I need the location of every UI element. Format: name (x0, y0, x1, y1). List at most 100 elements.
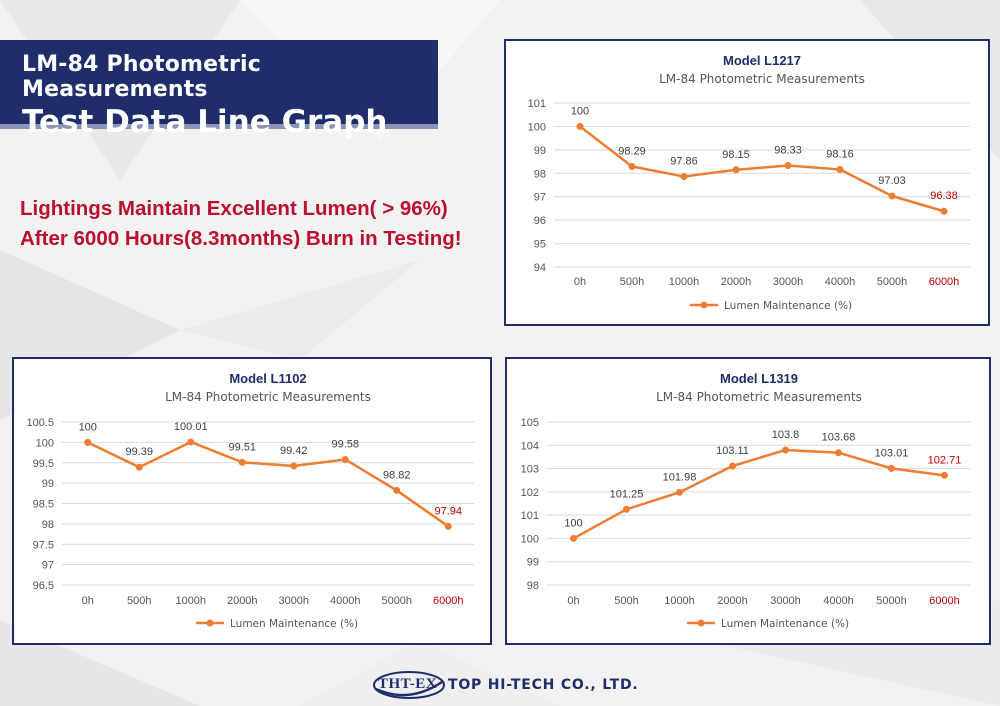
title-line-2: Test Data Line Graph (22, 104, 388, 140)
x-tick-label: 4000h (823, 595, 854, 607)
data-point (784, 162, 792, 170)
y-tick-label: 100 (521, 533, 539, 545)
data-point (940, 207, 948, 215)
company-name: TOP HI-TECH CO., LTD. (448, 677, 639, 693)
headline-line-2: After 6000 Hours(8.3months) Burn in Test… (20, 227, 462, 250)
data-point (888, 464, 895, 472)
data-point (628, 162, 636, 170)
chart-title: Model L1102 (229, 371, 306, 386)
data-label: 101.25 (610, 488, 644, 500)
x-tick-label: 4000h (330, 595, 361, 607)
y-tick-label: 96 (534, 215, 546, 227)
y-tick-label: 103 (521, 464, 539, 476)
x-tick-label: 500h (127, 595, 151, 607)
data-label: 99.39 (125, 446, 153, 458)
legend-marker (206, 619, 214, 627)
data-label: 99.42 (280, 445, 308, 457)
data-point (84, 438, 92, 446)
y-tick-label: 97 (534, 192, 546, 204)
series-line (572, 448, 945, 540)
x-tick-label: 5000h (876, 595, 907, 607)
chart-l1217: Model L1217 LM-84 Photometric Measurement… (528, 53, 970, 312)
y-tick-label: 98 (527, 580, 539, 592)
data-label: 96.38 (930, 190, 958, 202)
chart-title: Model L1217 (723, 53, 801, 68)
data-label: 97.86 (670, 156, 698, 168)
x-tick-label: 2000h (227, 595, 258, 607)
x-tick-label: 6000h (929, 595, 960, 607)
data-label: 98.33 (774, 145, 802, 157)
y-tick-label: 99 (42, 478, 54, 490)
y-tick-label: 95 (534, 239, 546, 251)
y-tick-label: 94 (534, 262, 546, 274)
data-label: 98.15 (722, 149, 750, 161)
chart-panel-l1217: Model L1217 LM-84 Photometric Measurement… (504, 39, 990, 326)
legend-marker (697, 619, 705, 627)
y-tick-label: 98.5 (33, 499, 54, 511)
data-label: 98.29 (618, 145, 646, 157)
y-tick-label: 99.5 (33, 458, 54, 470)
chart-panel-l1102: Model L1102 LM-84 Photometric Measurement… (12, 357, 492, 645)
y-tick-label: 102 (521, 487, 539, 499)
data-point (680, 173, 688, 181)
data-point (570, 534, 577, 542)
y-tick-label: 97.5 (33, 539, 54, 551)
data-label: 100.01 (174, 421, 208, 433)
data-label: 97.94 (434, 505, 462, 517)
x-tick-label: 500h (614, 595, 638, 607)
y-tick-label: 104 (521, 440, 539, 452)
x-tick-label: 6000h (929, 276, 960, 288)
x-tick-label: 6000h (433, 595, 464, 607)
data-label: 99.51 (228, 441, 256, 453)
chart-subtitle: LM-84 Photometric Measurements (659, 72, 865, 86)
y-tick-label: 99 (534, 145, 546, 157)
chart-subtitle: LM-84 Photometric Measurements (165, 390, 371, 404)
data-point (135, 463, 143, 471)
data-label: 98.16 (826, 149, 854, 161)
x-tick-label: 1000h (664, 595, 695, 607)
data-label: 98.82 (383, 469, 411, 481)
data-point (444, 522, 452, 530)
series-line (87, 440, 449, 528)
data-label: 103.68 (822, 432, 856, 444)
company-logo: THT-EX (372, 670, 446, 700)
data-point (836, 166, 844, 174)
x-tick-label: 4000h (825, 276, 856, 288)
legend-label: Lumen Maintenance (%) (230, 618, 358, 630)
data-point (835, 449, 842, 457)
data-point (341, 455, 349, 463)
data-point (888, 192, 896, 200)
logo-ellipse-icon (373, 671, 445, 699)
x-tick-label: 500h (620, 276, 644, 288)
y-tick-label: 105 (521, 417, 539, 429)
data-point (238, 458, 246, 466)
data-label: 97.03 (878, 175, 906, 187)
series-line (579, 125, 945, 213)
y-tick-label: 99 (527, 557, 539, 569)
chart-l1319: Model L1319 LM-84 Photometric Measurement… (521, 371, 971, 630)
y-tick-label: 101 (528, 98, 546, 110)
footer: THT-EX TOP HI-TECH CO., LTD. (372, 668, 639, 702)
chart-l1102: Model L1102 LM-84 Photometric Measurement… (26, 371, 474, 630)
y-tick-label: 98 (42, 519, 54, 531)
headline: Lightings Maintain Excellent Lumen( > 96… (20, 194, 462, 254)
x-tick-label: 5000h (877, 276, 908, 288)
data-point (576, 122, 584, 130)
data-label: 103.11 (716, 445, 749, 457)
data-label: 101.98 (663, 471, 697, 483)
x-tick-label: 3000h (773, 276, 804, 288)
title-line-1: LM-84 Photometric Measurements (22, 52, 262, 102)
data-label: 100 (79, 421, 97, 433)
y-tick-label: 101 (521, 510, 539, 522)
y-tick-label: 98 (534, 168, 546, 180)
x-tick-label: 0h (574, 276, 586, 288)
data-point (732, 166, 740, 174)
data-point (676, 488, 683, 496)
data-point (623, 505, 630, 513)
y-tick-label: 100 (36, 437, 54, 449)
data-point (782, 446, 789, 454)
data-label: 100 (571, 105, 589, 117)
x-tick-label: 0h (82, 595, 94, 607)
legend-label: Lumen Maintenance (%) (724, 300, 852, 312)
data-label: 103.8 (772, 429, 800, 441)
